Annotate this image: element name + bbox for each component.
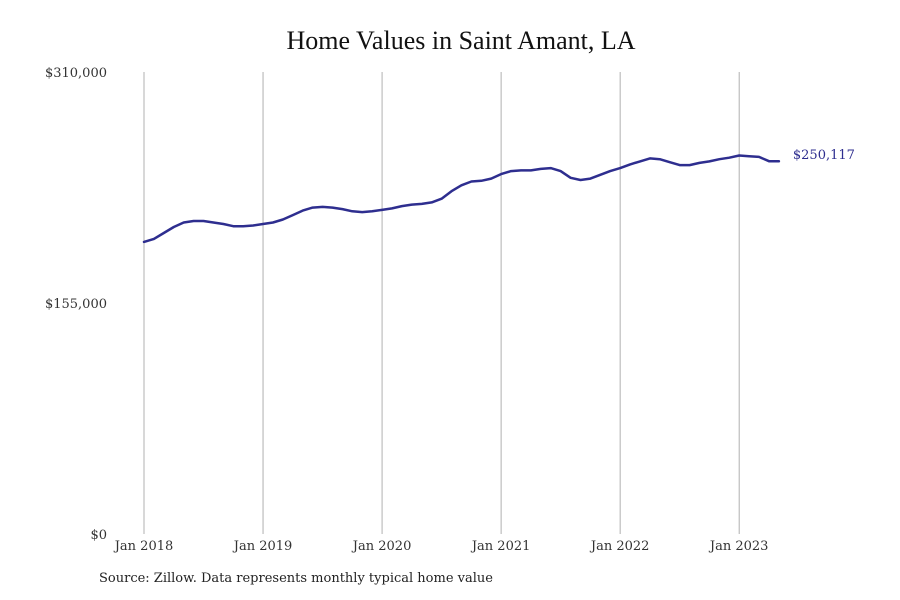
series-line bbox=[142, 154, 781, 244]
x-tick-label: Jan 2023 bbox=[708, 539, 769, 554]
end-value-label: $250,117 bbox=[793, 148, 855, 163]
y-tick-label: $310,000 bbox=[45, 66, 107, 81]
end-value-label-group: $250,117 bbox=[793, 148, 855, 163]
x-tick-label: Jan 2018 bbox=[113, 539, 174, 554]
y-tick-label: $0 bbox=[90, 528, 107, 543]
gridlines bbox=[143, 72, 740, 534]
x-tick-label: Jan 2020 bbox=[351, 539, 412, 554]
x-tick-label: Jan 2021 bbox=[470, 539, 531, 554]
y-axis-tick-labels: $0 $155,000 $310,000 bbox=[45, 66, 107, 543]
source-note: Source: Zillow. Data represents monthly … bbox=[99, 571, 493, 586]
x-tick-label: Jan 2019 bbox=[232, 539, 293, 554]
y-tick-label: $155,000 bbox=[45, 297, 107, 312]
x-tick-label: Jan 2022 bbox=[589, 539, 650, 554]
series-line-group bbox=[142, 154, 781, 244]
x-axis-tick-labels: Jan 2018 Jan 2019 Jan 2020 Jan 2021 Jan 2022… bbox=[113, 539, 769, 554]
chart-title: Home Values in Saint Amant, LA bbox=[286, 26, 636, 55]
